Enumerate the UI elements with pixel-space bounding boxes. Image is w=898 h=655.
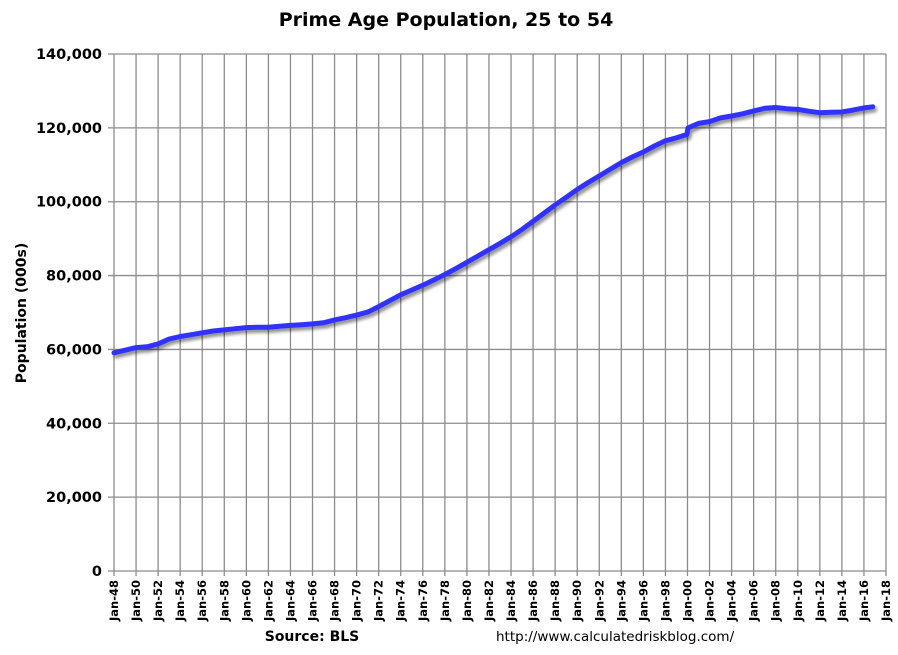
x-tick-label: Jan-58: [217, 580, 231, 622]
population-line: [111, 104, 876, 356]
x-tick-label: Jan-00: [680, 580, 694, 622]
x-tick-label: Jan-80: [460, 580, 474, 622]
x-tick-label: Jan-16: [857, 580, 871, 622]
x-tick-label: Jan-62: [261, 580, 275, 622]
x-tick-label: Jan-48: [107, 580, 121, 622]
x-tick-label: Jan-50: [129, 580, 143, 622]
x-tick-label: Jan-04: [725, 580, 739, 622]
chart-title: Prime Age Population, 25 to 54: [279, 9, 614, 31]
x-tick-label: Jan-12: [813, 580, 827, 622]
x-tick-label: Jan-86: [526, 580, 540, 622]
x-tick-label: Jan-74: [394, 580, 408, 622]
x-tick-label: Jan-96: [636, 580, 650, 622]
x-axis-ticks: Jan-48 Jan-50 Jan-52 Jan-54 Jan-56 Jan-58 Jan-…: [107, 580, 893, 622]
x-tick-label: Jan-76: [416, 580, 430, 622]
x-tick-label: Jan-06: [747, 580, 761, 622]
x-tick-label: Jan-18: [879, 580, 893, 622]
x-tick-label: Jan-98: [658, 580, 672, 622]
x-tick-label: Jan-70: [350, 580, 364, 622]
x-tick-label: Jan-10: [791, 580, 805, 622]
source-label: Source: BLS: [265, 629, 360, 645]
y-tick-label: 120,000: [36, 121, 102, 137]
x-tick-label: Jan-90: [570, 580, 584, 622]
x-tick-label: Jan-56: [195, 580, 209, 622]
y-tick-label: 40,000: [46, 416, 102, 432]
x-tick-label: Jan-94: [614, 580, 628, 622]
x-tick-label: Jan-92: [592, 580, 606, 622]
x-tick-label: Jan-54: [173, 580, 187, 622]
x-tick-label: Jan-02: [703, 580, 717, 622]
y-tick-label: 100,000: [36, 195, 102, 211]
y-tick-label: 80,000: [46, 269, 102, 285]
x-tick-label: Jan-14: [835, 580, 849, 622]
grid-lines: [108, 53, 887, 576]
x-tick-label: Jan-08: [769, 580, 783, 622]
x-tick-label: Jan-66: [306, 580, 320, 622]
x-tick-label: Jan-60: [239, 580, 253, 622]
y-tick-label: 0: [92, 564, 102, 580]
x-tick-label: Jan-84: [504, 580, 518, 622]
y-tick-label: 20,000: [46, 490, 102, 506]
x-tick-label: Jan-78: [438, 580, 452, 622]
x-tick-label: Jan-88: [548, 580, 562, 622]
y-axis-ticks: 0 20,000 40,000 60,000 80,000 100,000 120,000 1…: [36, 47, 102, 580]
x-tick-label: Jan-68: [328, 580, 342, 622]
x-tick-label: Jan-52: [151, 580, 165, 622]
x-tick-label: Jan-64: [283, 580, 297, 622]
y-tick-label: 140,000: [36, 47, 102, 63]
x-tick-label: Jan-82: [482, 580, 496, 622]
y-axis-label: Population (000s): [14, 243, 30, 383]
y-tick-label: 60,000: [46, 342, 102, 358]
source-url: http://www.calculatedriskblog.com/: [496, 629, 735, 645]
x-tick-label: Jan-72: [372, 580, 386, 622]
